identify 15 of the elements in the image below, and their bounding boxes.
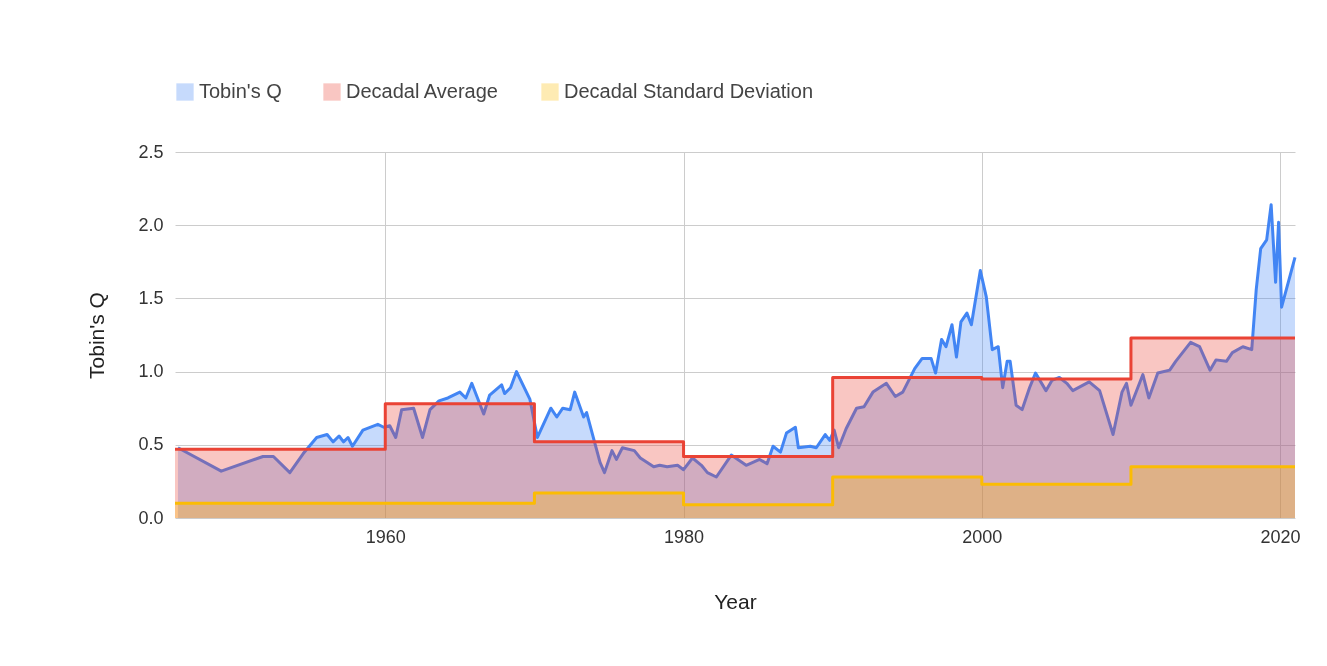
y-tick-label: 2.0 bbox=[138, 214, 164, 235]
x-tick-label: 2020 bbox=[1260, 526, 1301, 547]
legend-label: Tobin's Q bbox=[199, 80, 282, 102]
x-tick-label: 1980 bbox=[664, 526, 705, 547]
legend-label: Decadal Standard Deviation bbox=[564, 80, 814, 102]
y-tick-label: 1.5 bbox=[138, 287, 164, 308]
legend-label: Decadal Average bbox=[346, 80, 498, 102]
y-tick-label: 0.0 bbox=[138, 507, 164, 528]
y-tick-label: 1.0 bbox=[138, 361, 164, 382]
x-tick-label: 2000 bbox=[962, 526, 1003, 547]
x-axis-title: Year bbox=[714, 589, 757, 613]
y-axis-title: Tobin's Q bbox=[85, 292, 109, 379]
y-tick-label: 0.5 bbox=[138, 434, 164, 455]
x-tick-label: 1960 bbox=[365, 526, 406, 547]
y-tick-label: 2.5 bbox=[138, 141, 164, 162]
